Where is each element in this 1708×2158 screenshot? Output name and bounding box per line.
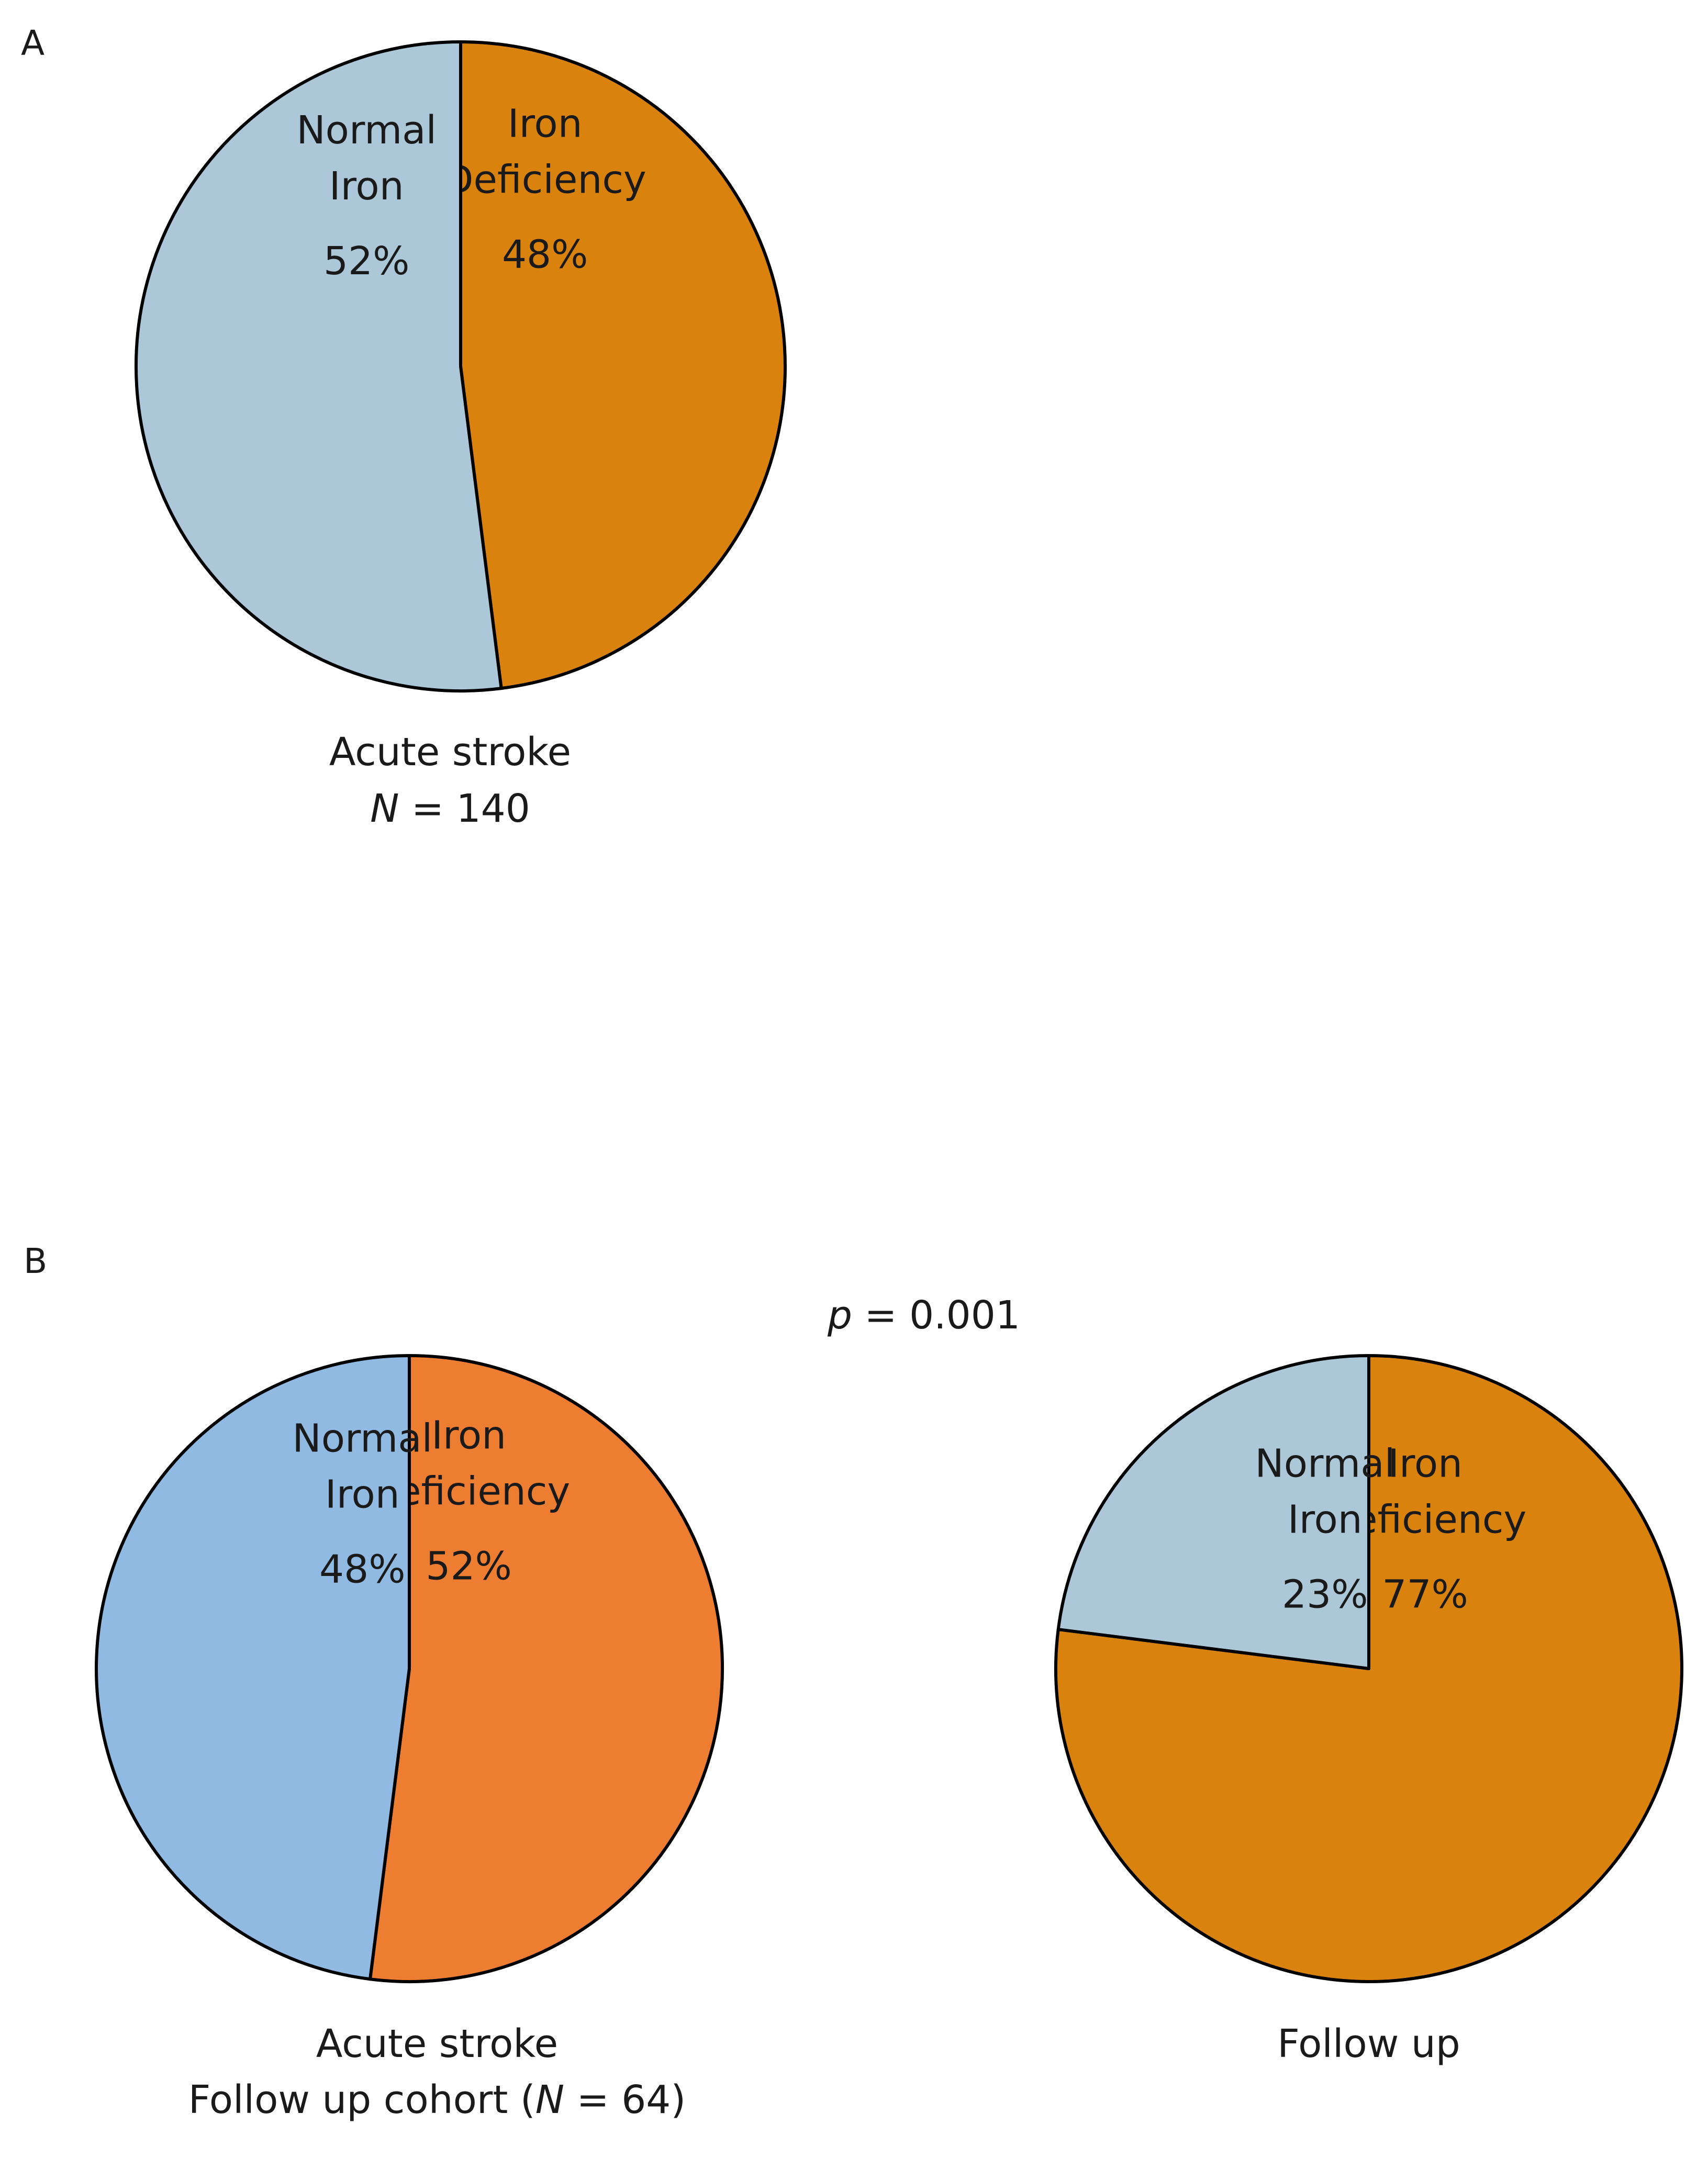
pie-b-left-caption-cohort: Follow up cohort (N = 64) — [188, 2077, 686, 2122]
slice-label-normal-iron-line2: Iron — [1288, 1497, 1363, 1542]
slice-label-iron-deficiency-line2: Deficiency — [444, 158, 646, 203]
p-value: = 0.001 — [852, 1293, 1020, 1338]
slice-label-iron-deficiency-line1: Iron — [431, 1413, 506, 1458]
pie-a-caption-title: Acute stroke — [329, 730, 571, 775]
panel-b-letter: B — [24, 1241, 47, 1281]
cohort-prefix: Follow up cohort ( — [188, 2077, 535, 2122]
caption-n-value: = 140 — [399, 786, 530, 831]
slice-label-normal-iron-line1: Normal — [1255, 1441, 1395, 1486]
pie-slice-normal-iron — [95, 1354, 411, 1981]
pie-b-left-caption-title: Acute stroke — [316, 2021, 558, 2066]
slice-label-normal-iron-line2: Iron — [325, 1472, 400, 1517]
panel-a: A Iron Deficiency 48% Normal Iron 52% Acute s… — [21, 23, 787, 831]
caption-n-symbol: N — [370, 786, 399, 831]
slice-percent-normal-iron: 23% — [1282, 1572, 1368, 1617]
slice-percent-iron-deficiency: 77% — [1382, 1572, 1468, 1617]
pie-slice-iron-deficiency — [369, 1354, 724, 1983]
pie-chart-acute-stroke: Iron Deficiency 48% Normal Iron 52% — [134, 40, 787, 692]
pie-b-right-caption: Follow up — [1277, 2021, 1460, 2066]
p-symbol: p — [827, 1293, 852, 1338]
slice-percent-iron-deficiency: 48% — [502, 232, 588, 277]
slice-label-normal-iron-line1: Normal — [296, 108, 437, 153]
cohort-n-symbol: N — [535, 2077, 564, 2122]
slice-label-normal-iron-line2: Iron — [329, 164, 404, 209]
panel-a-letter: A — [21, 23, 44, 63]
pie-slice-normal-iron — [1056, 1354, 1370, 1670]
pie-slice-normal-iron — [134, 40, 503, 692]
slice-percent-iron-deficiency: 52% — [426, 1544, 511, 1589]
slice-label-iron-deficiency-line1: Iron — [508, 102, 583, 147]
slice-percent-normal-iron: 52% — [323, 239, 409, 284]
p-value-label: p = 0.001 — [827, 1293, 1020, 1338]
slice-percent-normal-iron: 48% — [319, 1547, 405, 1592]
slice-label-normal-iron-line1: Normal — [292, 1416, 432, 1461]
slice-label-iron-deficiency-line1: Iron — [1388, 1441, 1463, 1486]
cohort-n-value: = 64) — [564, 2077, 686, 2122]
pie-slice-iron-deficiency — [459, 40, 787, 690]
panel-b: B p = 0.001 IronDeficiency52%NormalIron4… — [24, 1241, 1684, 2122]
pie-a-caption-n: N = 140 — [370, 786, 530, 831]
